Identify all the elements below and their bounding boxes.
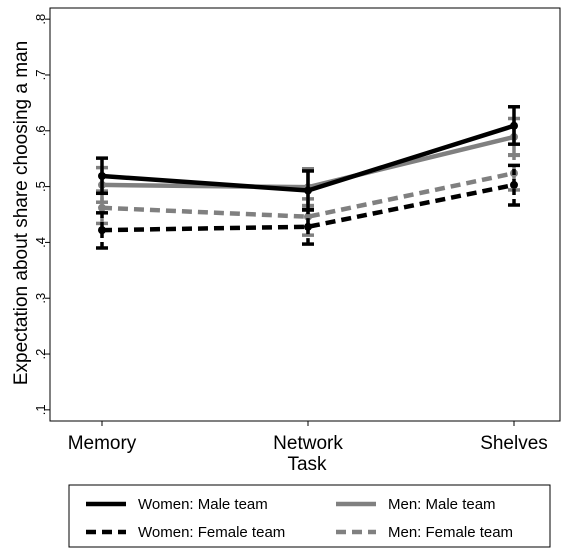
point-men-female-team-1 — [304, 212, 312, 221]
y-tick-label-3: .4 — [33, 237, 48, 248]
x-tick-label-shelves: Shelves — [480, 433, 548, 454]
x-tick-label-memory: Memory — [68, 433, 137, 454]
y-tick-label-1: .2 — [33, 349, 48, 360]
x-axis-title: Task — [287, 454, 327, 475]
point-women-male-team-0 — [98, 171, 106, 180]
point-women-male-team-2 — [510, 121, 518, 130]
legend-label-men-male-team: Men: Male team — [388, 496, 496, 513]
y-axis-title: Expectation about share choosing a man — [11, 41, 32, 385]
legend-label-men-female-team: Men: Female team — [388, 524, 513, 541]
legend-label-women-female-team: Women: Female team — [138, 524, 285, 541]
point-women-female-team-2 — [510, 180, 518, 189]
point-men-female-team-0 — [98, 203, 106, 212]
y-tick-label-6: .7 — [33, 70, 48, 81]
x-tick-label-network: Network — [273, 433, 343, 454]
series-layer — [96, 105, 520, 250]
y-tick-label-7: .8 — [33, 14, 48, 25]
y-tick-label-2: .3 — [33, 293, 48, 304]
series-line-women-female-team — [101, 182, 515, 233]
plot-frame — [49, 7, 561, 422]
plot-area: .1 .2 .3 .4 .5 .6 .7 .8 Memory Network Shelves — [33, 7, 561, 454]
legend-label-women-male-team: Women: Male team — [138, 496, 268, 513]
point-women-male-team-1 — [304, 186, 312, 195]
legend: Women: Male team Men: Male team Women: Fem… — [68, 484, 551, 548]
y-tick-label-4: .5 — [33, 181, 48, 192]
point-women-female-team-0 — [98, 226, 106, 235]
series-women-male-team — [96, 105, 520, 212]
y-tick-label-5: .6 — [33, 125, 48, 136]
series-line-men-female-team — [101, 170, 515, 219]
legend-box — [68, 484, 551, 548]
y-tick-label-0: .1 — [33, 404, 48, 415]
point-women-female-team-1 — [304, 222, 312, 231]
